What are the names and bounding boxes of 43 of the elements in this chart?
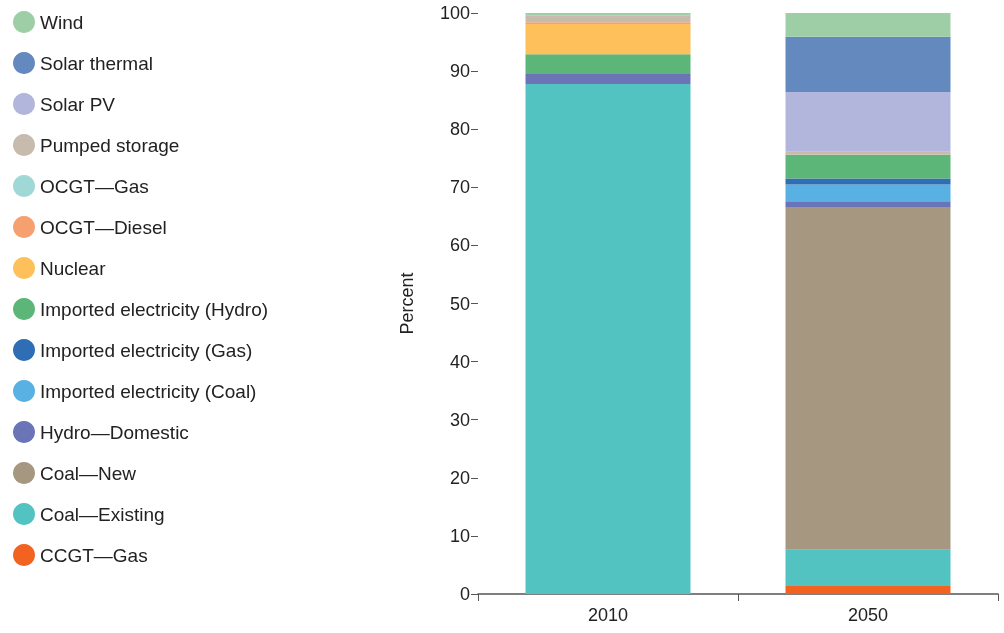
x-tick-label: 2010 — [587, 605, 629, 625]
y-tick-label: 30 — [449, 409, 470, 430]
legend-label: Coal—Existing — [40, 503, 165, 525]
legend-label: Solar PV — [40, 93, 116, 115]
legend-label: Nuclear — [40, 257, 107, 279]
bar — [525, 15, 691, 23]
bar — [785, 154, 951, 179]
legend-label: OCGT—Gas — [40, 175, 149, 197]
legend-label: OCGT—Diesel — [40, 216, 167, 238]
x-tick-label: 2050 — [847, 605, 889, 625]
legend-label: Coal—New — [40, 462, 137, 484]
bar — [785, 585, 951, 594]
y-tick-label: 20 — [449, 467, 470, 488]
legend-label: Wind — [40, 11, 84, 33]
legend-label: Imported electricity (Gas) — [40, 339, 253, 361]
y-tick-label: 90 — [449, 61, 470, 82]
bar — [785, 201, 951, 208]
bar — [525, 83, 691, 594]
y-tick-label: 60 — [449, 235, 470, 256]
bar — [525, 24, 691, 55]
legend-label: Hydro—Domestic — [40, 421, 189, 443]
legend-label: Imported electricity (Hydro) — [40, 298, 269, 320]
y-axis-title: Percent — [397, 272, 417, 335]
y-tick-label: 0 — [459, 584, 470, 604]
bar — [785, 184, 951, 202]
bar — [785, 36, 951, 93]
bar — [785, 549, 951, 586]
y-tick-label: 10 — [449, 525, 470, 546]
legend-label: Imported electricity (Coal) — [40, 380, 257, 402]
bar — [785, 13, 951, 37]
bar — [785, 92, 951, 152]
bar — [525, 74, 691, 84]
y-tick-label: 70 — [449, 177, 470, 198]
y-tick-label: 80 — [449, 119, 470, 140]
legend-label: Solar thermal — [40, 52, 153, 74]
legend-label: CCGT—Gas — [40, 544, 148, 566]
y-tick-label: 100 — [439, 3, 470, 23]
bar — [785, 151, 951, 155]
y-tick-label: 40 — [449, 351, 470, 372]
y-tick-label: 50 — [449, 293, 470, 314]
legend-label: Pumped storage — [40, 134, 180, 156]
bar — [525, 54, 691, 75]
bar — [785, 207, 951, 550]
